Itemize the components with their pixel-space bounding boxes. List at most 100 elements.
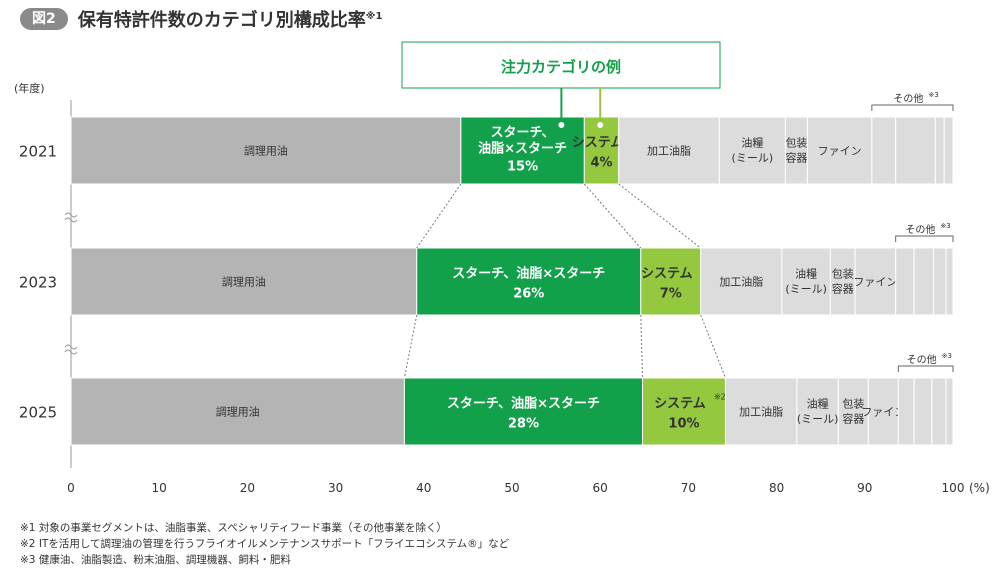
others-label-2025: その他: [907, 353, 937, 366]
highlight-box: [401, 41, 721, 89]
segment-value-2023-1: 26%: [513, 287, 544, 302]
others-bracket-2025: [897, 365, 954, 372]
segment-label-2021-4: 油糧: [741, 136, 763, 150]
bar-segment-2025-6: [867, 377, 899, 446]
bar-segment-2021-10: [943, 116, 954, 185]
segment-label2-2021-4: (ミール): [732, 152, 774, 165]
others-label-2023: その他: [905, 223, 935, 236]
bar-segment-2021-8: [895, 116, 936, 185]
bar-segment-2023-7: [895, 247, 915, 316]
others-bracket-2021: [871, 104, 954, 111]
segment-label2-2021-1: 油脂×スターチ: [478, 141, 567, 157]
bar-segment-2023-2: [640, 247, 702, 316]
segment-note-2025-2: ※2: [714, 393, 726, 402]
others-label-2021: その他: [893, 92, 923, 105]
bar-segment-2023-4: [781, 247, 831, 316]
stacked-bar-chart: (年度)0 10 20 30 40 50 60 70 80 90 100 (%)2021 調理用油スター…: [14, 41, 990, 495]
segment-label2-2025-4: (ミール): [797, 413, 839, 426]
segment-label-2021-5: 包装: [785, 137, 807, 150]
x-tick-label-60: 60: [593, 481, 608, 495]
segment-label2-2023-4: (ミール): [785, 283, 827, 296]
connector-left-0: [416, 183, 462, 249]
segment-label-2025-0: 調理用油: [216, 405, 260, 419]
bar-segment-2021-4: [718, 116, 786, 185]
segment-label-2025-6: ファイン: [861, 406, 905, 419]
bar-segment-2025-3: [724, 377, 798, 446]
bar-segment-2025-1: [403, 377, 644, 446]
segment-label2-2025-5: 容器: [842, 412, 864, 426]
bar-segment-2021-7: [871, 116, 897, 185]
others-note-2021: ※3: [928, 91, 938, 99]
connector-mid-1: [640, 314, 644, 379]
year-label-2023: 2023: [19, 274, 57, 292]
bar-segment-2025-8: [913, 377, 933, 446]
bar-segment-2023-8: [913, 247, 935, 316]
segment-label-2023-4: 油糧: [795, 267, 817, 281]
segment-label-2023-5: 包装: [832, 268, 854, 281]
footnote-1: ※1 対象の事業セグメントは、油脂事業、スペシャリティフード事業（その他事業を除…: [20, 522, 447, 534]
connector-right-0: [618, 183, 702, 249]
figure-badge: 図2: [20, 8, 68, 30]
segment-label-2023-1: スターチ、油脂×スターチ: [452, 266, 605, 282]
bar-segment-2021-3: [618, 116, 720, 185]
bar-segment-2023-10: [945, 247, 954, 316]
axis-break-mark-2: [64, 344, 78, 350]
bar-segment-2021-9: [934, 116, 945, 185]
connector-right-1: [700, 314, 726, 379]
connector-mid-0: [583, 183, 642, 249]
axis-break-mark-1: [64, 217, 78, 223]
segment-label-2021-2: システム: [572, 136, 624, 151]
segment-value-2025-1: 28%: [508, 417, 539, 432]
bar-segment-2023-5: [829, 247, 856, 316]
footnotes: ※1 対象の事業セグメントは、油脂事業、スペシャリティフード事業（その他事業を除…: [20, 520, 509, 568]
segment-value-2021-1: 15%: [507, 160, 538, 175]
bar-segment-2023-3: [700, 247, 783, 316]
bar-segment-2025-7: [897, 377, 915, 446]
bar-segment-2023-1: [416, 247, 642, 316]
footnote-2: ※2 ITを活用して調理油の管理を行うフライオイルメンテナンスサポート「フライエ…: [20, 538, 510, 550]
segment-label-2023-6: ファイン: [853, 276, 897, 289]
axis-break-mark-2: [64, 349, 78, 355]
segment-label2-2023-5: 容器: [832, 282, 854, 296]
chart-title-text: 保有特許件数のカテゴリ別構成比率: [77, 10, 366, 31]
chart-title: 保有特許件数のカテゴリ別構成比率※1: [78, 6, 383, 32]
bar-segment-2025-0: [70, 377, 405, 446]
chart-header: 図2 保有特許件数のカテゴリ別構成比率※1: [20, 6, 382, 32]
others-note-2023: ※3: [940, 222, 950, 230]
bar-segment-2021-5: [784, 116, 808, 185]
x-tick-label-90: 90: [857, 481, 872, 495]
segment-label-2023-0: 調理用油: [222, 275, 266, 289]
highlight-box-label: 注力カテゴリの例: [501, 58, 621, 76]
axis-break-mark-1: [64, 212, 78, 218]
segment-label-2021-1: スターチ、: [490, 126, 554, 141]
segment-label-2021-0: 調理用油: [244, 144, 288, 158]
segment-value-2021-2: 4%: [590, 156, 612, 171]
segment-label-2025-5: 包装: [842, 398, 864, 411]
year-label-2025: 2025: [19, 404, 57, 422]
x-axis-unit: (%): [969, 481, 990, 495]
segment-label-2021-3: 加工油脂: [647, 144, 691, 158]
x-tick-label-80: 80: [769, 481, 784, 495]
connector-left-1: [403, 314, 418, 379]
segment-label-2025-2: システム: [654, 397, 706, 412]
bar-segment-2025-5: [837, 377, 869, 446]
bar-segment-2025-9: [931, 377, 947, 446]
bar-segment-2023-0: [70, 247, 418, 316]
year-label-2021: 2021: [19, 143, 57, 161]
x-tick-label-70: 70: [681, 481, 696, 495]
bar-segment-2025-2: [642, 377, 726, 446]
bar-segment-2025-10: [945, 377, 954, 446]
segment-value-2025-2: 10%: [668, 417, 699, 432]
x-tick-label-40: 40: [416, 481, 431, 495]
bar-segment-2023-9: [933, 247, 947, 316]
footnote-3: ※3 健康油、油脂製造、粉末油脂、調理機器、飼料・肥料: [20, 554, 291, 566]
x-tick-label-100: 100: [942, 481, 965, 495]
segment-label-2023-2: システム: [641, 267, 693, 282]
x-tick-label-0: 0: [67, 481, 75, 495]
segment-label-2025-3: 加工油脂: [739, 405, 783, 419]
segment-label-2025-4: 油糧: [807, 397, 829, 411]
x-tick-label-20: 20: [240, 481, 255, 495]
x-tick-label-30: 30: [328, 481, 343, 495]
segment-label-2023-3: 加工油脂: [719, 275, 763, 289]
others-note-2025: ※3: [942, 352, 952, 360]
